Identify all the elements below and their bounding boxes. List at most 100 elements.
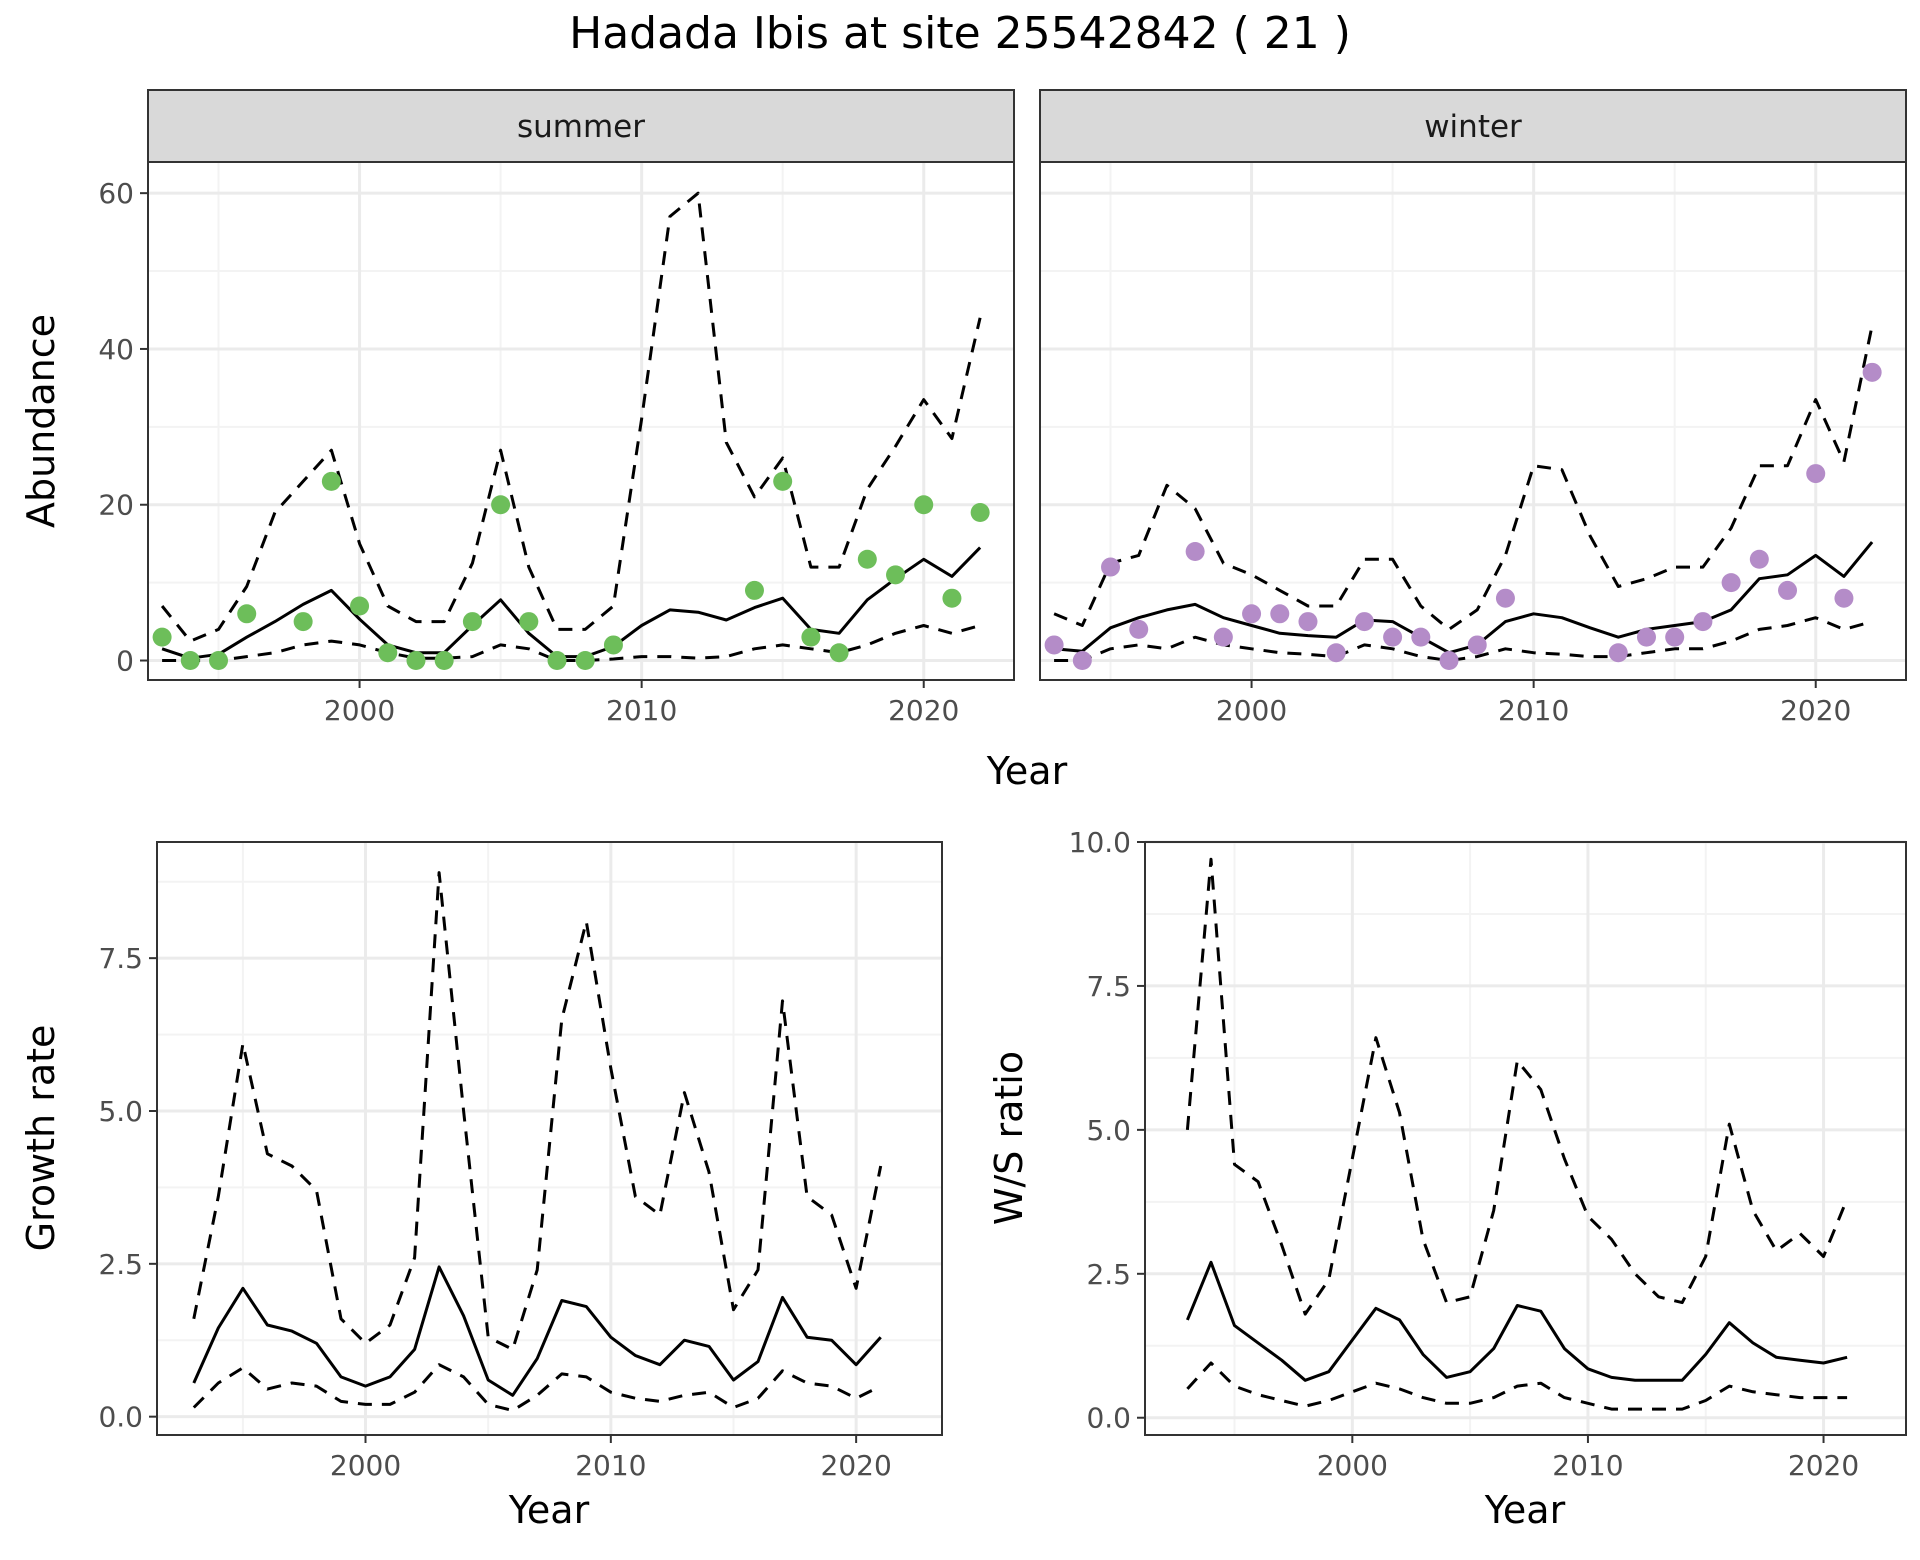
data-point — [1242, 604, 1262, 624]
x-tick-label: 2000 — [324, 694, 395, 727]
panel-ws_ratio: 2000 2010 2020 0.0 2.5 5.0 7.5 10.0 W/S ratio Yea… — [987, 826, 1907, 1532]
data-point — [575, 651, 595, 671]
x-tick-label: 2000 — [330, 1449, 401, 1482]
panel-border — [1144, 841, 1907, 1436]
data-point — [942, 588, 962, 608]
panel-winter: winter 2000 2010 2020 — [1039, 89, 1907, 727]
data-point — [1721, 573, 1741, 593]
data-point — [970, 503, 990, 523]
data-point — [857, 549, 877, 569]
x-tick-label: 2010 — [1498, 694, 1569, 727]
strip-winter — [1039, 89, 1907, 163]
y-tick-label: 40 — [98, 333, 134, 366]
data-point — [1270, 604, 1290, 624]
data-point — [1834, 588, 1854, 608]
data-point — [1778, 580, 1798, 600]
data-point — [1383, 627, 1403, 647]
panel-summer: summer 2000 2010 2020 0 20 40 60 Abundance — [19, 89, 1015, 727]
x-tick-label: 2020 — [888, 694, 959, 727]
strip-label: summer — [517, 109, 645, 145]
series-line-upper — [1053, 325, 1874, 631]
x-tick-label: 2020 — [1780, 694, 1851, 727]
data-point — [547, 651, 567, 671]
data-point — [1636, 627, 1656, 647]
data-point — [350, 596, 370, 616]
data-point — [1354, 612, 1374, 632]
panel-growth: 2000 2010 2020 0.0 2.5 5.0 7.5 Growth rate Year — [19, 841, 943, 1532]
data-point — [1411, 627, 1431, 647]
data-point — [293, 612, 313, 632]
data-point — [1213, 627, 1233, 647]
x-tick-label: 2000 — [1317, 1449, 1388, 1482]
x-tick-label: 2010 — [1552, 1449, 1623, 1482]
series-line-mean — [192, 1265, 882, 1397]
x-axis-title: Year — [508, 1488, 590, 1532]
panel-border — [1039, 161, 1907, 681]
panel-border — [156, 841, 943, 1436]
data-point — [829, 643, 849, 663]
series-line-lower — [192, 1363, 882, 1412]
series-line-lower — [1054, 616, 1873, 662]
data-point — [1101, 557, 1121, 577]
data-point — [801, 627, 821, 647]
series-line-mean — [1053, 541, 1874, 655]
data-point — [378, 643, 398, 663]
data-point — [603, 635, 623, 655]
y-axis-title: Abundance — [19, 314, 63, 528]
panel-border — [147, 161, 1015, 681]
data-point — [1665, 627, 1685, 647]
series-line-mean — [161, 546, 982, 660]
y-tick-label: 0.0 — [98, 1401, 143, 1434]
data-point — [1806, 464, 1826, 484]
strip-label: winter — [1424, 109, 1522, 145]
x-axis-title-facets: Year — [986, 749, 1068, 793]
data-point — [519, 612, 539, 632]
data-point — [1185, 541, 1205, 561]
data-point — [180, 651, 200, 671]
y-tick-label: 0 — [116, 645, 134, 678]
data-point — [1326, 643, 1346, 663]
data-point — [744, 580, 764, 600]
data-point — [462, 612, 482, 632]
y-tick-label: 10.0 — [1069, 826, 1131, 859]
data-point — [491, 495, 511, 515]
series-line-mean — [1186, 1260, 1848, 1382]
y-tick-label: 0.0 — [1086, 1402, 1131, 1435]
series-line-lower — [1186, 1361, 1848, 1411]
data-point — [773, 471, 793, 491]
y-tick-label: 2.5 — [1086, 1258, 1131, 1291]
data-point — [886, 565, 906, 585]
y-tick-label: 7.5 — [1086, 970, 1131, 1003]
data-point — [1129, 619, 1149, 639]
data-point — [1608, 643, 1628, 663]
data-point — [1862, 362, 1882, 382]
data-point — [237, 604, 257, 624]
x-axis-title: Year — [1484, 1488, 1566, 1532]
data-point — [321, 471, 341, 491]
data-point — [914, 495, 934, 515]
data-point — [1044, 635, 1064, 655]
x-tick-label: 2010 — [606, 694, 677, 727]
x-tick-label: 2000 — [1216, 694, 1287, 727]
data-point — [152, 627, 172, 647]
series-line-lower — [162, 624, 981, 662]
data-point — [406, 651, 426, 671]
y-tick-label: 20 — [98, 489, 134, 522]
y-axis-title: Growth rate — [19, 1025, 63, 1252]
series-line-upper — [1185, 857, 1849, 1316]
x-tick-label: 2020 — [821, 1449, 892, 1482]
data-point — [1749, 549, 1769, 569]
x-tick-label: 2020 — [1788, 1449, 1859, 1482]
data-point — [1467, 635, 1487, 655]
data-point — [1072, 651, 1092, 671]
data-point — [1495, 588, 1515, 608]
data-point — [1693, 612, 1713, 632]
y-tick-label: 7.5 — [98, 942, 143, 975]
chart-title: Hadada Ibis at site 25542842 ( 21 ) — [569, 8, 1351, 59]
data-point — [1439, 651, 1459, 671]
series-line-upper — [192, 871, 883, 1351]
y-tick-label: 5.0 — [1086, 1114, 1131, 1147]
data-point — [434, 651, 454, 671]
data-point — [1298, 612, 1318, 632]
